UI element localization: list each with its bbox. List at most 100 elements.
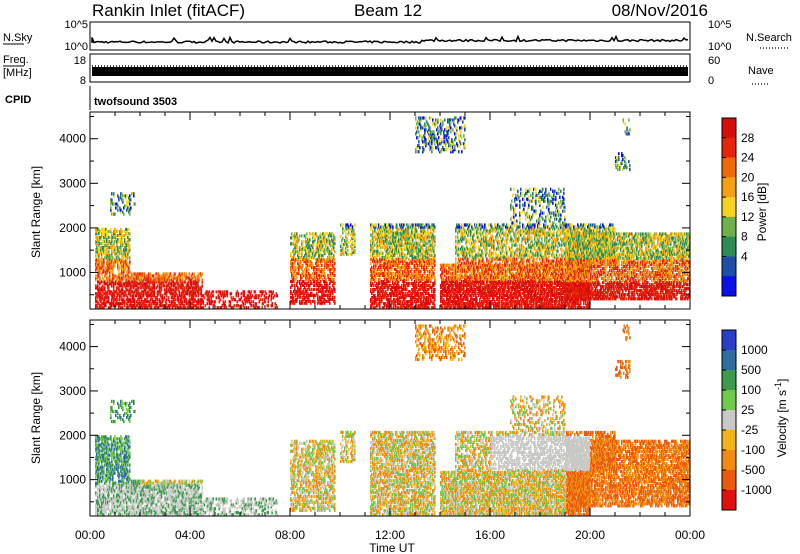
- heatmap-cell: [198, 284, 200, 287]
- heatmap-cell: [311, 282, 313, 285]
- heatmap-cell: [251, 300, 253, 303]
- heatmap-cell: [295, 250, 297, 253]
- heatmap-cell: [117, 298, 119, 301]
- heatmap-cell: [186, 298, 188, 301]
- heatmap-cell: [262, 298, 264, 301]
- cpid-value: twofsound 3503: [94, 96, 177, 108]
- heatmap-cell: [300, 296, 302, 299]
- heatmap-cell: [227, 290, 229, 293]
- heatmap-cell: [123, 213, 125, 216]
- heatmap-cell: [220, 298, 222, 301]
- heatmap-cell: [122, 240, 124, 243]
- heatmap-cell: [216, 290, 218, 293]
- heatmap-cell: [244, 290, 246, 293]
- heatmap-cell: [308, 268, 310, 271]
- heatmap-cell: [198, 272, 200, 275]
- heatmap-cell: [129, 256, 131, 259]
- noise-tick-high-left: 10^5: [64, 19, 88, 31]
- heatmap-cell: [230, 300, 232, 303]
- heatmap-cell: [202, 272, 204, 275]
- heatmap-cell: [237, 300, 239, 303]
- heatmap-cell: [117, 204, 119, 207]
- heatmap-cell: [196, 294, 198, 297]
- heatmap-cell: [199, 276, 201, 279]
- heatmap-cell: [268, 304, 270, 307]
- heatmap-cell: [238, 304, 240, 307]
- heatmap-cell: [322, 254, 324, 257]
- heatmap-cell: [121, 250, 123, 253]
- heatmap-cell: [277, 294, 279, 297]
- nave-tick-high: 60: [708, 55, 720, 67]
- nsearch-label: N.Search: [746, 32, 792, 44]
- heatmap-cell: [109, 236, 111, 239]
- heatmap-cell: [298, 256, 300, 259]
- heatmap-cell: [321, 264, 323, 267]
- heatmap-cell: [324, 232, 326, 235]
- heatmap-cell: [325, 278, 327, 281]
- freq-label: Freq.: [3, 54, 29, 66]
- heatmap-cell: [302, 264, 304, 267]
- heatmap-cell: [128, 266, 130, 269]
- heatmap-cell: [129, 260, 131, 263]
- cpid-label: CPID: [5, 94, 31, 106]
- heatmap-cell: [113, 192, 115, 195]
- heatmap-cell: [293, 296, 295, 299]
- heatmap-cell: [274, 294, 276, 297]
- heatmap-cell: [169, 300, 171, 303]
- heatmap-cell: [235, 298, 237, 301]
- heatmap-cell: [310, 232, 312, 235]
- nsky-label: N.Sky: [3, 32, 33, 44]
- heatmap-cell: [241, 304, 243, 307]
- heatmap-cell: [327, 284, 329, 287]
- heatmap-cell: [164, 284, 166, 287]
- heatmap-cell: [241, 292, 243, 295]
- heatmap-cell: [263, 290, 265, 293]
- heatmap-cell: [133, 192, 135, 195]
- heatmap-cell: [306, 232, 308, 235]
- heatmap-cell: [127, 262, 129, 265]
- heatmap-cell: [311, 288, 313, 291]
- heatmap-cell: [320, 280, 322, 283]
- heatmap-cell: [195, 276, 197, 279]
- heatmap-cell: [129, 232, 131, 235]
- heatmap-cell: [150, 272, 152, 275]
- heatmap-cell: [291, 232, 293, 235]
- heatmap-cell: [309, 238, 311, 241]
- heatmap-cell: [251, 304, 253, 307]
- heatmap-cell: [184, 286, 186, 289]
- heatmap-cell: [253, 300, 255, 303]
- heatmap-cell: [121, 230, 123, 233]
- heatmap-cell: [313, 244, 315, 247]
- heatmap-cell: [297, 280, 299, 283]
- heatmap-cell: [182, 272, 184, 275]
- heatmap-cell: [162, 294, 164, 297]
- heatmap-cell: [297, 246, 299, 249]
- heatmap-cell: [301, 252, 303, 255]
- freq-trace: [92, 67, 688, 76]
- heatmap-cell: [117, 209, 119, 212]
- heatmap-cell: [238, 292, 240, 295]
- heatmap-cell: [126, 194, 128, 197]
- heatmap-cell: [111, 192, 113, 195]
- heatmap-cell: [131, 272, 133, 275]
- heatmap-cell: [129, 194, 131, 197]
- rti-plot: Rankin Inlet (fitACF) Beam 12 08/Nov/201…: [0, 0, 800, 554]
- heatmap-cell: [129, 213, 131, 216]
- heatmap-cell: [256, 294, 258, 297]
- heatmap-cell: [310, 300, 312, 303]
- heatmap-cell: [124, 204, 126, 207]
- heatmap-cell: [255, 290, 257, 293]
- heatmap-cell: [325, 244, 327, 247]
- heatmap-cell: [224, 290, 226, 293]
- heatmap-cell: [213, 294, 215, 297]
- heatmap-cell: [166, 298, 168, 301]
- heatmap-cell: [266, 296, 268, 299]
- heatmap-cell: [251, 290, 253, 293]
- heatmap-cell: [303, 240, 305, 243]
- heatmap-cell: [110, 206, 112, 209]
- heatmap-cell: [182, 300, 184, 303]
- heatmap-cell: [290, 252, 292, 255]
- heatmap-cell: [213, 290, 215, 293]
- heatmap-cell: [269, 294, 271, 297]
- heatmap-cell: [120, 209, 122, 212]
